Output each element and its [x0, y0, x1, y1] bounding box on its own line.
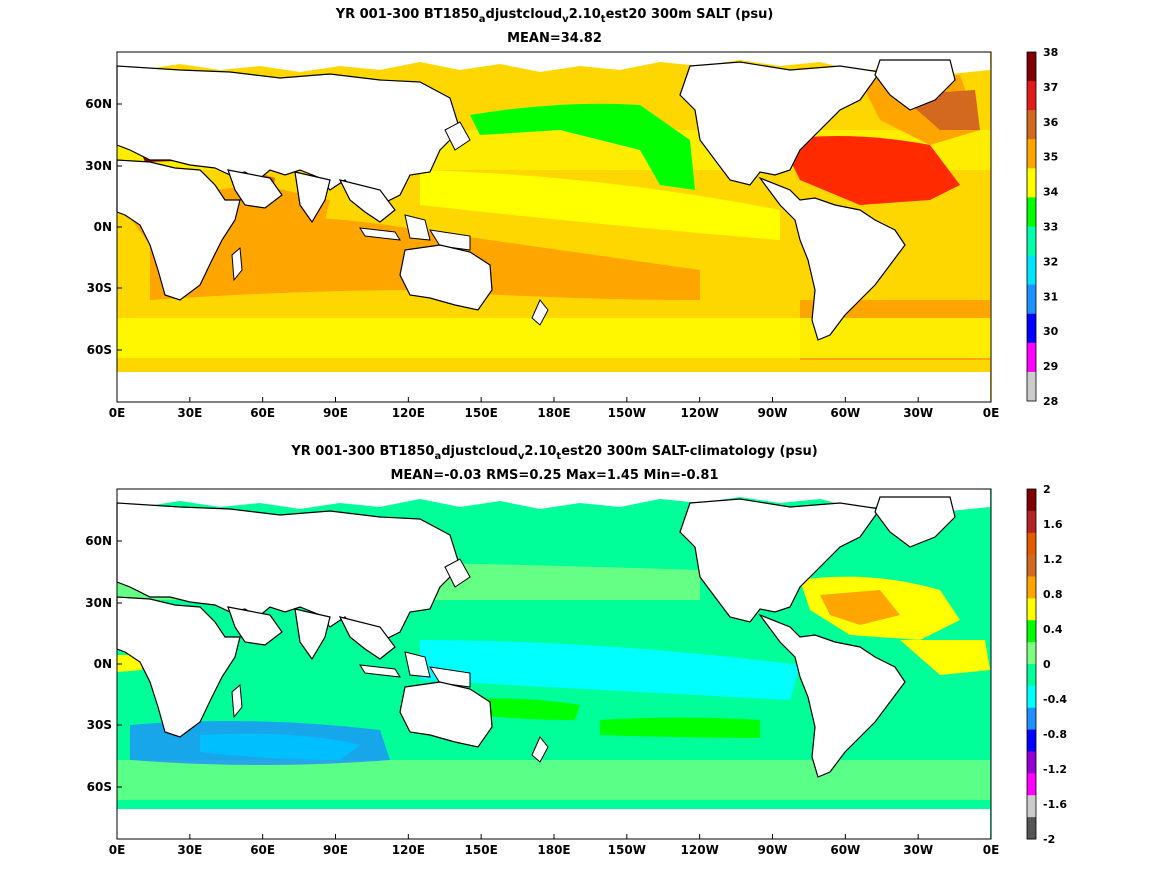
colorbar-swatch — [1027, 489, 1036, 512]
colorbar-swatch — [1027, 371, 1036, 402]
colorbar-label: 1.6 — [1043, 518, 1063, 531]
bottom-panel-stats: MEAN=-0.03 RMS=0.25 Max=1.45 Min=-0.81 — [390, 468, 719, 483]
colorbar-swatch — [1027, 197, 1036, 227]
x-tick-label: 120E — [392, 406, 425, 420]
colorbar-label: 36 — [1043, 116, 1059, 129]
x-tick-label: 30E — [177, 406, 202, 420]
x-tick-label: 150E — [465, 406, 498, 420]
colorbar-swatch — [1027, 313, 1036, 344]
colorbar-swatch — [1027, 168, 1036, 198]
x-tick-label: 60W — [830, 406, 860, 420]
x-tick-label: 150W — [608, 406, 646, 420]
y-tick-label: 0N — [94, 220, 112, 234]
x-tick-label: 30W — [903, 843, 933, 857]
x-tick-label: 150W — [608, 843, 646, 857]
top-panel-title: YR 001-300 BT1850adjustcloudv2.10test20 … — [335, 7, 774, 25]
colorbar-frame — [1026, 488, 1037, 840]
x-tick-label: 60W — [830, 843, 860, 857]
colorbar-swatch — [1027, 110, 1036, 140]
colorbar-swatch — [1027, 532, 1036, 556]
colorbar-label: 35 — [1043, 151, 1058, 164]
colorbar-label: -1.2 — [1043, 763, 1067, 776]
colorbar-swatch — [1027, 226, 1036, 257]
north-pacific-fresh — [470, 103, 695, 190]
atlantic-high-salt — [780, 136, 960, 205]
colorbar-swatch — [1027, 284, 1036, 315]
x-tick-label: 90W — [758, 843, 788, 857]
colorbar-label: 37 — [1043, 81, 1058, 94]
colorbar-label: 34 — [1043, 186, 1059, 199]
x-tick-label: 150E — [465, 843, 498, 857]
colorbar-label: 38 — [1043, 46, 1058, 59]
colorbar-swatch — [1027, 729, 1036, 752]
y-tick-label: 0N — [94, 657, 112, 671]
y-tick-label: 60S — [87, 780, 112, 794]
bottom-panel-title: YR 001-300 BT1850adjustcloudv2.10test20 … — [291, 444, 818, 462]
colorbar-label: 32 — [1043, 255, 1058, 268]
y-tick-label: 30N — [85, 159, 112, 173]
colorbar-swatch — [1027, 795, 1036, 818]
x-tick-label: 120W — [681, 406, 719, 420]
colorbar-swatch — [1027, 751, 1036, 774]
colorbar-label: 33 — [1043, 221, 1058, 234]
colorbar-swatch — [1027, 554, 1036, 577]
colorbar-swatch — [1027, 817, 1036, 840]
colorbar-label: 31 — [1043, 290, 1058, 303]
x-tick-label: 180E — [537, 406, 570, 420]
colorbar-swatch — [1027, 642, 1036, 665]
colorbar-swatch — [1027, 510, 1036, 534]
colorbar-swatch — [1027, 598, 1036, 621]
y-tick-label: 30N — [85, 596, 112, 610]
colorbar-label: 28 — [1043, 395, 1058, 408]
x-tick-label: 180E — [537, 843, 570, 857]
colorbar-label: 0.4 — [1043, 623, 1063, 636]
x-tick-label: 60E — [250, 406, 275, 420]
colorbar-swatch — [1027, 342, 1036, 373]
colorbar-label: 2 — [1043, 483, 1051, 496]
x-tick-label: 0E — [983, 843, 1000, 857]
x-tick-label: 60E — [250, 843, 275, 857]
x-tick-label: 90E — [323, 843, 348, 857]
y-tick-label: 60S — [87, 343, 112, 357]
colorbar-swatch — [1027, 773, 1036, 796]
colorbar-swatch — [1027, 620, 1036, 643]
colorbar-swatch — [1027, 139, 1036, 169]
x-tick-label: 90E — [323, 406, 348, 420]
x-tick-label: 0E — [109, 843, 126, 857]
colorbar-frame — [1026, 51, 1037, 402]
colorbar-label: 0.8 — [1043, 588, 1063, 601]
colorbar-swatch — [1027, 255, 1036, 286]
colorbar-label: 30 — [1043, 325, 1059, 338]
top-panel-stats: MEAN=34.82 — [507, 31, 602, 46]
x-tick-label: 90W — [758, 406, 788, 420]
colorbar-label: -1.6 — [1043, 798, 1067, 811]
colorbar-label: 0 — [1043, 658, 1051, 671]
colorbar-label: -2 — [1043, 833, 1055, 846]
colorbar-swatch — [1027, 52, 1036, 82]
colorbar-label: -0.4 — [1043, 693, 1067, 706]
salinity-anomaly-map — [116, 488, 992, 840]
y-tick-label: 30S — [87, 718, 112, 732]
colorbar-swatch — [1027, 81, 1036, 111]
x-tick-label: 0E — [983, 406, 1000, 420]
x-tick-label: 120E — [392, 843, 425, 857]
colorbar-swatch — [1027, 576, 1036, 599]
top-title-part-1: YR 001-300 BT1850 — [335, 7, 479, 22]
salinity-map — [116, 51, 992, 403]
colorbar-label: 29 — [1043, 360, 1058, 373]
colorbar-swatch — [1027, 707, 1036, 731]
x-tick-label: 30W — [903, 406, 933, 420]
x-tick-label: 30E — [177, 843, 202, 857]
y-tick-label: 30S — [87, 281, 112, 295]
colorbar-swatch — [1027, 685, 1036, 709]
colorbar-label: -0.8 — [1043, 728, 1067, 741]
y-tick-label: 60N — [85, 534, 112, 548]
tropical-fresh — [420, 640, 800, 700]
y-tick-label: 60N — [85, 97, 112, 111]
colorbar-label: 1.2 — [1043, 553, 1063, 566]
x-tick-label: 120W — [681, 843, 719, 857]
colorbar-swatch — [1027, 664, 1036, 687]
x-tick-label: 0E — [109, 406, 126, 420]
